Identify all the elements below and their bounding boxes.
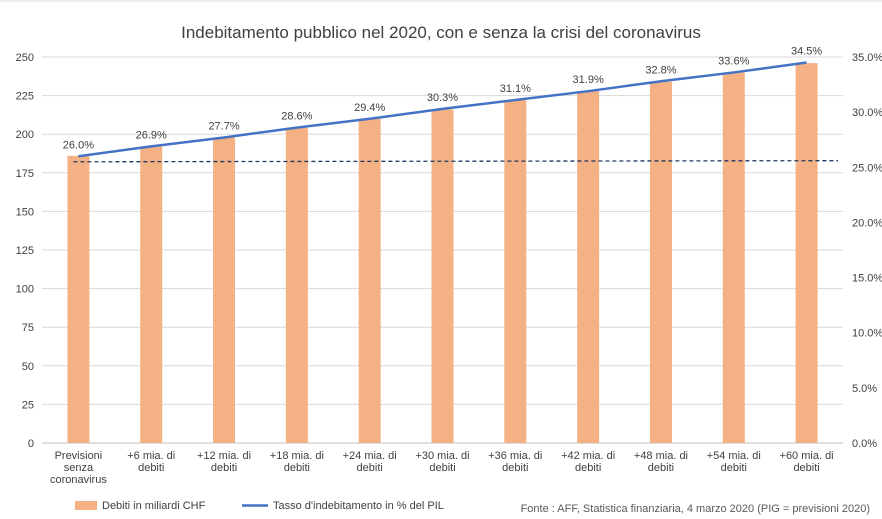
x-tick-label: Previsioni senza coronavirus — [50, 450, 107, 486]
bar — [577, 90, 600, 443]
y-left-tick-label: 200 — [16, 129, 34, 141]
data-label: 28.6% — [281, 111, 312, 123]
bar — [649, 81, 672, 443]
bar — [213, 137, 236, 443]
legend-label-bar: Debiti in miliardi CHF — [102, 500, 206, 512]
x-tick-label: +24 mia. di debiti — [343, 450, 397, 474]
x-tick-label: +6 mia. di debiti — [127, 450, 175, 474]
y-left-tick-label: 50 — [22, 361, 34, 373]
data-label: 30.3% — [427, 92, 458, 104]
data-label: 26.9% — [136, 129, 167, 141]
data-labels: 26.0% 26.9% 27.7% 28.6% 29.4% 30.3% 31.1% 31.9%… — [63, 46, 823, 152]
legend: Debiti in miliardi CHF Tasso d'indebitame… — [75, 500, 444, 512]
data-label: 34.5% — [791, 46, 822, 58]
y-left-tick-label: 0 — [28, 438, 34, 450]
bar — [67, 155, 90, 444]
y-left-tick-label: 75 — [22, 322, 34, 334]
chart-title: Indebitamento pubblico nel 2020, con e s… — [181, 23, 701, 42]
bar — [358, 118, 381, 443]
x-tick-label: +36 mia. di debiti — [488, 450, 542, 474]
y-right-tick-label: 10.0% — [852, 328, 882, 340]
source-note: Fonte : AFF, Statistica finanziaria, 4 m… — [521, 503, 870, 515]
data-label: 26.0% — [63, 139, 94, 151]
data-label: 33.6% — [718, 55, 749, 67]
line-series — [73, 61, 839, 163]
y-right-tick-label: 30.0% — [852, 107, 882, 119]
bar — [722, 72, 745, 443]
y-left-tick-label: 225 — [16, 91, 34, 103]
bar — [795, 63, 818, 444]
y-right-tick-label: 35.0% — [852, 52, 882, 64]
y-left-tick-label: 250 — [16, 52, 34, 64]
y-right-tick-label: 20.0% — [852, 217, 882, 229]
y-left-tick-label: 125 — [16, 245, 34, 257]
y-left-tick-label: 175 — [16, 168, 34, 180]
x-tick-label: +60 mia. di debiti — [780, 450, 834, 474]
legend-swatch-bar — [75, 501, 97, 510]
x-tick-label: +18 mia. di debiti — [270, 450, 324, 474]
debt-ratio-line — [78, 61, 807, 158]
y-right-tick-label: 5.0% — [852, 383, 877, 395]
y-right-tick-label: 15.0% — [852, 273, 882, 285]
y-right-tick-label: 0.0% — [852, 438, 877, 450]
data-label: 31.9% — [573, 74, 604, 86]
y-left-tick-label: 25 — [22, 399, 34, 411]
x-tick-label: +54 mia. di debiti — [707, 450, 761, 474]
y-left-tick-label: 150 — [16, 206, 34, 218]
legend-label-line: Tasso d'indebitamento in % del PIL — [273, 500, 444, 512]
y-right-tick-label: 25.0% — [852, 162, 882, 174]
data-label: 29.4% — [354, 102, 385, 114]
bar — [285, 128, 308, 444]
bar — [431, 109, 454, 443]
baseline-dashed-line — [73, 160, 839, 163]
bar — [504, 100, 527, 444]
data-label: 31.1% — [500, 83, 531, 95]
x-tick-label: +48 mia. di debiti — [634, 450, 688, 474]
y-left-tick-label: 100 — [16, 284, 34, 296]
x-tick-label: +42 mia. di debiti — [561, 450, 615, 474]
x-tick-label: +12 mia. di debiti — [197, 450, 251, 474]
data-label: 32.8% — [645, 64, 676, 76]
bar — [140, 146, 163, 443]
data-label: 27.7% — [208, 121, 239, 133]
axes: 0 25 50 75 100 125 150 175 200 225 250 0.0% 5.0% 10.0… — [16, 52, 882, 486]
bar-series — [67, 63, 818, 444]
x-tick-label: +30 mia. di debiti — [415, 450, 469, 474]
